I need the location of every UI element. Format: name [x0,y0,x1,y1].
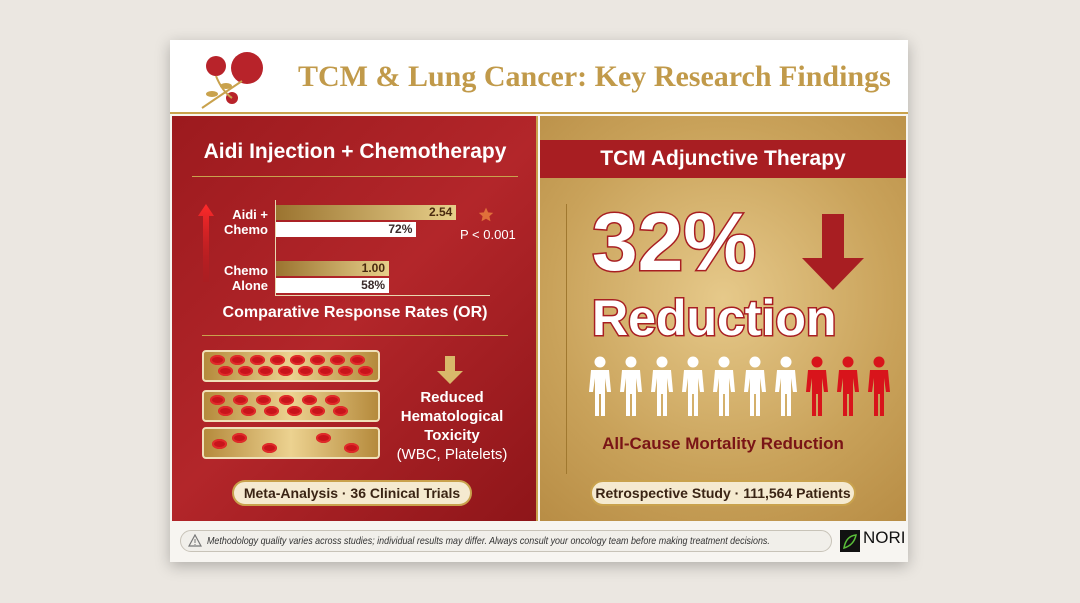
toxicity-line: Toxicity [424,427,480,444]
odds-ratio-bar: 1.00 [276,261,389,276]
divider [202,335,508,336]
blood-cell-icon [290,355,305,365]
blood-cell-icon [241,406,256,416]
up-arrow-icon [198,204,214,282]
category-label-line: Aidi + [232,207,268,222]
blood-cell-icon [232,433,247,443]
page-title: TCM & Lung Cancer: Key Research Findings [298,60,891,93]
mortality-caption: All-Cause Mortality Reduction [602,434,844,453]
tcm-source-badge: Retrospective Study · 111,564 Patients [590,480,856,506]
toxicity-line: (WBC, Platelets) [396,446,508,463]
blood-cell-icon [256,395,271,405]
response-rate-bar: 72% [276,222,417,237]
blood-cell-icon [218,406,233,416]
blood-cell-icon [250,355,265,365]
category-label: Aidi + Chemo [202,207,268,237]
nori-logo: NORI [840,528,906,554]
blood-cell-icon [258,366,273,376]
chart-axis [275,200,276,295]
blood-cell-icon [210,395,225,405]
chart-caption: Comparative Response Rates (OR) [222,304,488,321]
person-icon [805,356,829,418]
person-icon [867,356,891,418]
header: TCM & Lung Cancer: Key Research Findings [170,40,908,114]
star-icon [478,207,494,222]
tcm-panel: TCM Adjunctive Therapy 32% Reduction All… [540,116,906,521]
blood-cell-icon [298,366,313,376]
blood-cell-icon [325,395,340,405]
disclaimer-bar: Methodology quality varies across studie… [180,530,832,552]
blood-tube-high [202,350,380,382]
blood-cell-icon [318,366,333,376]
blood-cell-icon [287,406,302,416]
category-label-line: Chemo [223,263,268,278]
blood-cell-icon [338,366,353,376]
blood-cell-icon [333,406,348,416]
person-icon [774,356,798,418]
reduction-word: Reduction [590,289,837,348]
aidi-panel: Aidi Injection + Chemotherapy Aidi + Chem… [172,116,538,521]
divider [566,204,567,474]
chrysanthemum-icon [201,52,263,109]
person-icon [712,356,736,418]
significance-label: P < 0.001 [460,227,516,242]
blood-cell-icon [210,355,225,365]
category-label-line: Chemo [223,222,268,237]
person-icon [681,356,705,418]
divider [192,176,518,177]
blood-cell-icon [358,366,373,376]
tcm-heading: TCM Adjunctive Therapy [540,140,906,178]
blood-cell-icon [310,355,325,365]
blood-cell-icon [262,443,277,453]
warning-icon [188,534,202,547]
blood-cell-icon [270,355,285,365]
blood-cell-icon [278,366,293,376]
down-arrow-icon [802,214,864,290]
leaf-icon [840,530,860,552]
blood-cell-icon [233,395,248,405]
person-icon [836,356,860,418]
chart-axis [275,295,490,296]
poster: TCM & Lung Cancer: Key Research Findings… [170,40,908,562]
response-rate-bar: 58% [276,278,390,293]
person-icon [619,356,643,418]
toxicity-line: Reduced [420,389,484,406]
disclaimer-text: Methodology quality varies across studie… [207,535,770,547]
aidi-source-badge: Meta-Analysis · 36 Clinical Trials [232,480,472,506]
blood-cell-icon [279,395,294,405]
person-icon [588,356,612,418]
blood-cell-icon [344,443,359,453]
blood-cell-icon [218,366,233,376]
category-label: Chemo Alone [202,263,268,293]
person-icon [743,356,767,418]
blood-cell-icon [238,366,253,376]
down-arrow-icon [437,356,463,384]
blood-cell-icon [302,395,317,405]
blood-cell-icon [212,439,227,449]
person-icon [650,356,674,418]
odds-ratio-bar: 2.54 [276,205,457,220]
blood-cell-icon [310,406,325,416]
toxicity-text: Reduced Hematological Toxicity (WBC, Pla… [388,388,516,464]
blood-cell-icon [330,355,345,365]
people-pictogram [588,356,890,418]
logo-text: NORI [863,528,906,547]
big-percentage: 32% [590,197,757,288]
blood-cell-icon [230,355,245,365]
blood-cell-icon [264,406,279,416]
toxicity-line: Hematological [400,408,504,425]
aidi-heading: Aidi Injection + Chemotherapy [203,140,507,163]
blood-cell-icon [350,355,365,365]
category-label-line: Alone [231,278,268,293]
blood-cell-icon [316,433,331,443]
